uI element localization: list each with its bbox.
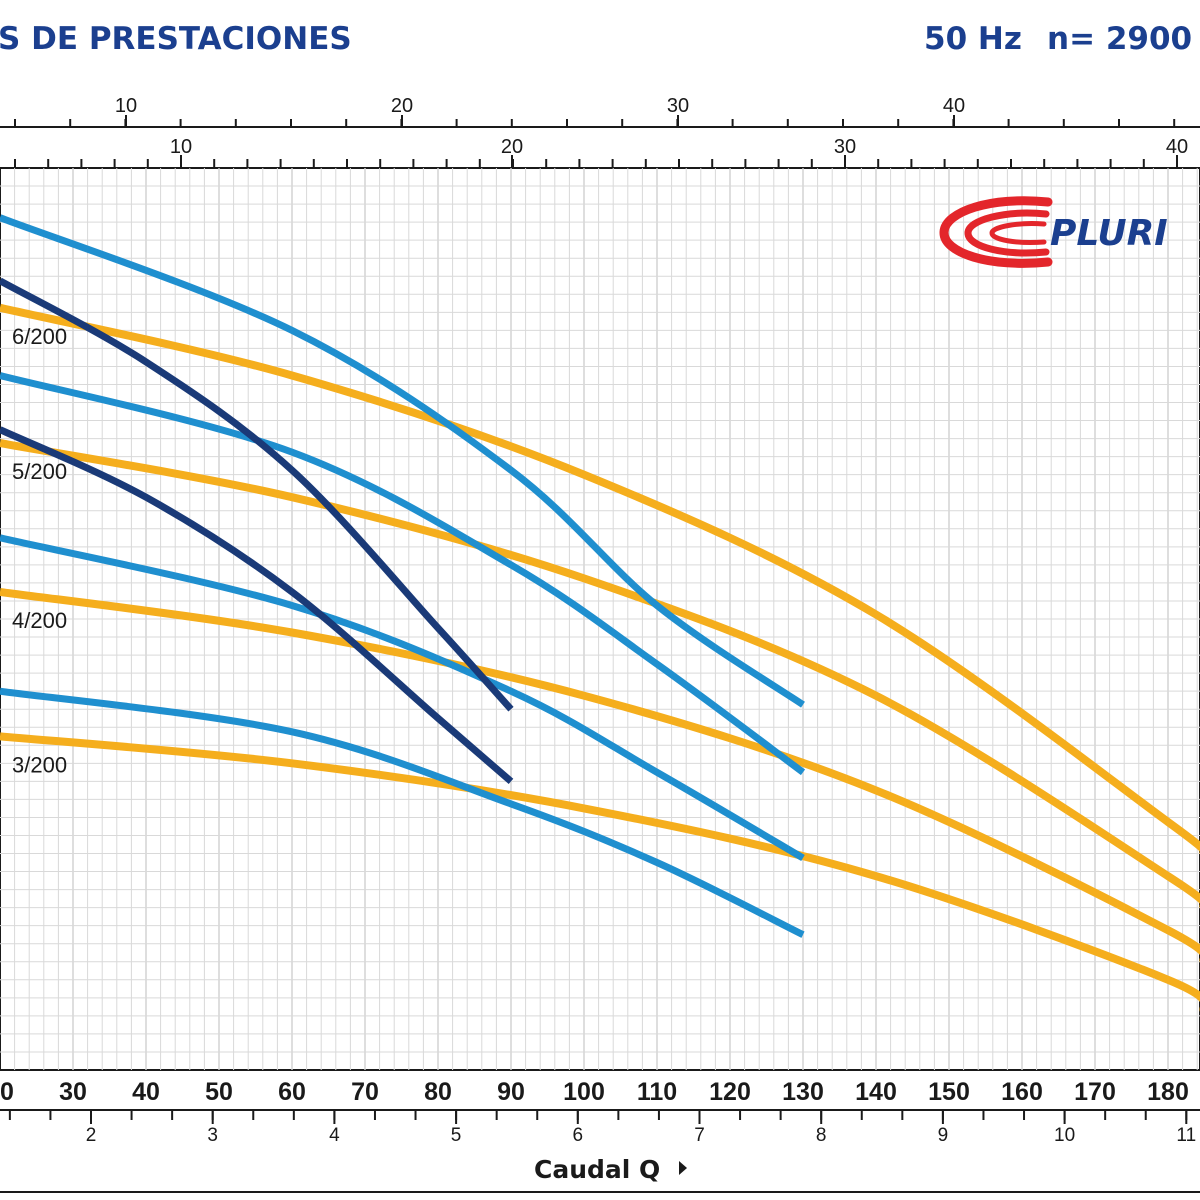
curve-4-200 xyxy=(0,587,1200,963)
bottom-main-tick-label: 100 xyxy=(563,1078,605,1106)
bottom-main-tick-label: 140 xyxy=(855,1078,897,1106)
bottom-secondary-tick-label: 11 xyxy=(1176,1125,1196,1146)
top-upper-tick-label: 30 xyxy=(667,95,689,117)
x-axis-arrow-icon xyxy=(679,1161,687,1175)
speed-label: n= 2900 m xyxy=(1047,21,1200,57)
curve-label: 6/200 xyxy=(12,324,67,349)
bottom-secondary-tick-label: 9 xyxy=(938,1125,949,1146)
bottom-main-tick-label: 110 xyxy=(637,1078,677,1106)
top-upper-tick-label: 20 xyxy=(391,95,413,117)
top-scale-lower: 10 20 30 40 xyxy=(14,136,1188,168)
frequency-label: 50 Hz xyxy=(924,21,1022,57)
curve-label: 5/200 xyxy=(12,459,67,484)
bottom-main-tick-label: 30 xyxy=(59,1078,87,1106)
bottom-secondary-tick-label: 10 xyxy=(1054,1125,1075,1146)
top-upper-tick-label: 40 xyxy=(943,95,965,117)
bottom-main-tick-label: 180 xyxy=(1147,1078,1189,1106)
bottom-main-tick-label: 130 xyxy=(782,1078,824,1106)
curve-3-200 xyxy=(0,732,1200,1012)
curve-label: 3/200 xyxy=(12,752,67,777)
bottom-scale-main: 20 30 40 50 60 70 80 90 100 110 120 130 140 150 160 170… xyxy=(0,1078,1189,1106)
bottom-secondary-tick-label: 3 xyxy=(207,1125,218,1146)
bottom-secondary-tick-label: 6 xyxy=(573,1125,584,1146)
x-axis-label: Caudal Q xyxy=(534,1155,660,1184)
curve-blue-1 xyxy=(0,214,805,708)
bottom-secondary-tick-label: 8 xyxy=(816,1125,827,1146)
bottom-secondary-tick-label: 2 xyxy=(86,1125,97,1146)
bottom-main-tick-label: 170 xyxy=(1074,1078,1116,1106)
plot-curves xyxy=(0,214,1200,1012)
curve-blue-2 xyxy=(0,372,806,776)
bottom-main-tick-label: 120 xyxy=(709,1078,751,1106)
bottom-main-tick-label: 50 xyxy=(205,1078,233,1106)
curve-labels: 6/200 5/200 4/200 3/200 xyxy=(12,324,67,777)
bottom-main-tick-label: 20 xyxy=(0,1078,14,1106)
brand-logo: PLURI xyxy=(939,196,1168,268)
top-lower-tick-label: 10 xyxy=(170,136,192,158)
bottom-main-tick-label: 40 xyxy=(132,1078,160,1106)
bottom-main-tick-label: 150 xyxy=(928,1078,970,1106)
bottom-main-tick-label: 70 xyxy=(351,1078,379,1106)
top-lower-tick-label: 20 xyxy=(501,136,523,158)
bottom-scale-secondary: 2 3 4 5 6 7 8 9 10 11 xyxy=(0,1109,1200,1146)
top-scale-upper: 10 20 30 40 xyxy=(0,95,1200,128)
bottom-main-tick-label: 80 xyxy=(424,1078,452,1106)
curve-navy-1 xyxy=(0,277,514,712)
curve-blue-4 xyxy=(0,687,805,938)
page-title: S DE PRESTACIONES xyxy=(0,21,352,57)
brand-name: PLURI xyxy=(1050,213,1168,254)
curve-label: 4/200 xyxy=(12,608,67,633)
bottom-secondary-tick-label: 5 xyxy=(451,1125,462,1146)
curve-5-200 xyxy=(0,439,1200,909)
bottom-main-tick-label: 60 xyxy=(278,1078,306,1106)
bottom-secondary-tick-label: 7 xyxy=(694,1125,705,1146)
top-lower-tick-label: 30 xyxy=(834,136,856,158)
curve-navy-2 xyxy=(0,426,514,785)
top-upper-tick-label: 10 xyxy=(115,95,137,117)
bottom-secondary-tick-label: 4 xyxy=(329,1125,340,1146)
bottom-main-tick-label: 90 xyxy=(497,1078,525,1106)
top-lower-tick-label: 40 xyxy=(1166,136,1188,158)
bottom-main-tick-label: 160 xyxy=(1001,1078,1043,1106)
curve-6-200 xyxy=(0,303,1200,855)
swoosh-icon xyxy=(939,196,1053,268)
